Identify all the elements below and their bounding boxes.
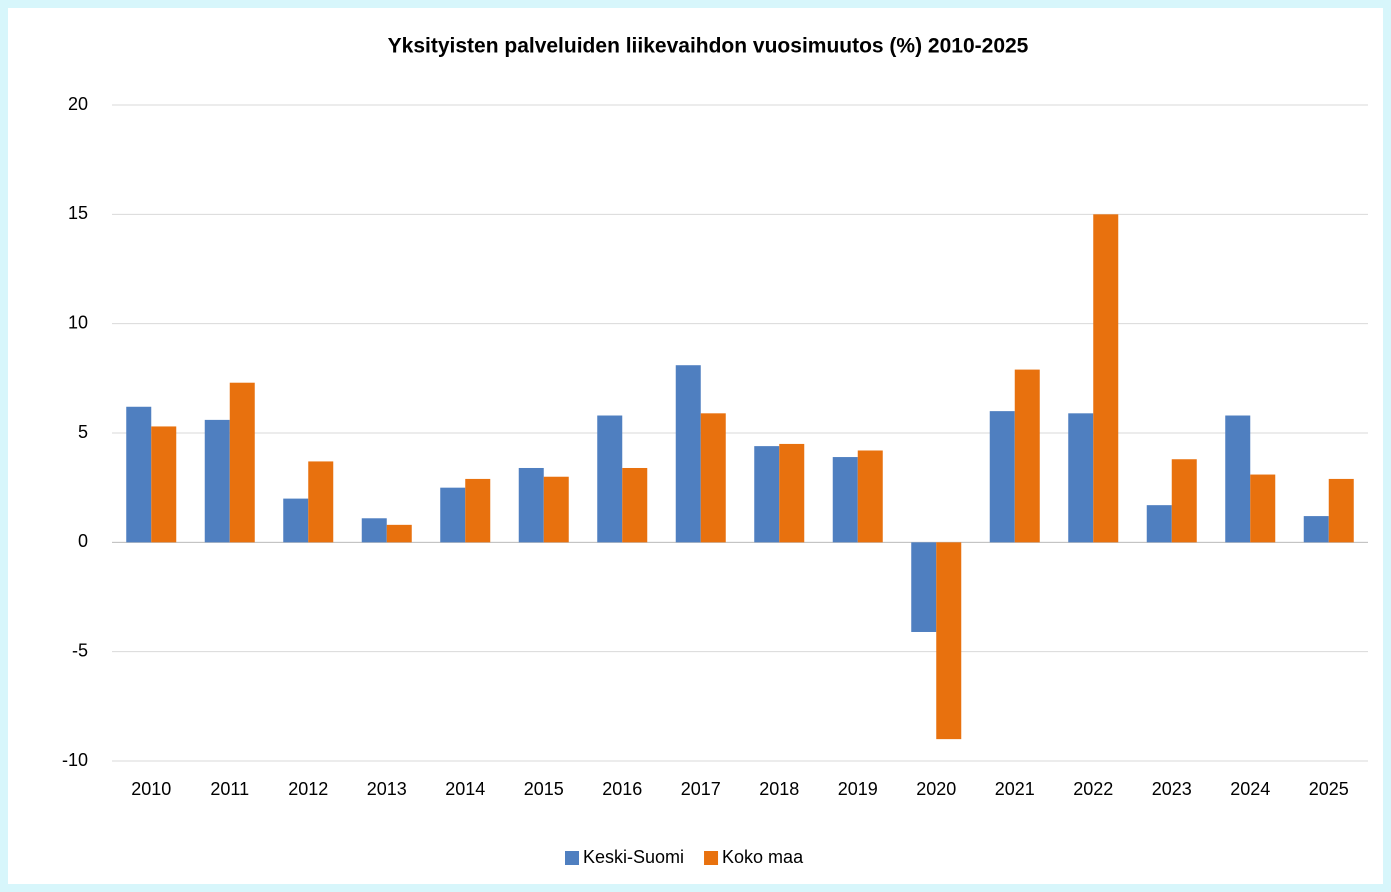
y-tick-label: 5 [78, 422, 88, 442]
bar [543, 476, 569, 543]
bar [1068, 413, 1094, 543]
bar [1250, 474, 1276, 543]
x-tick-label: 2019 [838, 779, 878, 799]
bar [1225, 415, 1251, 543]
x-tick-label: 2016 [602, 779, 642, 799]
x-tick-label: 2020 [916, 779, 956, 799]
x-tick-label: 2025 [1309, 779, 1349, 799]
x-tick-label: 2022 [1073, 779, 1113, 799]
chart-frame: Yksityisten palveluiden liikevaihdon vuo… [8, 8, 1383, 884]
bar [1146, 505, 1172, 543]
bar [832, 457, 858, 543]
bar [308, 461, 334, 543]
x-tick-label: 2024 [1230, 779, 1270, 799]
legend-swatch [704, 851, 719, 865]
y-tick-label: 15 [68, 203, 88, 223]
bar [440, 487, 466, 543]
y-tick-label: 10 [68, 312, 88, 332]
bar [1328, 478, 1354, 543]
bar [229, 382, 255, 543]
x-tick-label: 2014 [445, 779, 485, 799]
bar [283, 498, 309, 543]
bar [622, 467, 648, 543]
bar [911, 542, 937, 632]
bar [700, 413, 726, 543]
x-tick-label: 2010 [131, 779, 171, 799]
bar [361, 518, 387, 543]
legend-swatch [565, 851, 579, 865]
bar [518, 467, 544, 543]
bar [936, 542, 962, 740]
legend-label: Keski-Suomi [583, 847, 684, 867]
bar [597, 415, 623, 543]
bar [675, 365, 701, 543]
bar [465, 478, 491, 543]
x-tick-label: 2018 [759, 779, 799, 799]
bar [204, 419, 230, 543]
bar [1014, 369, 1040, 543]
y-tick-label: 20 [68, 94, 88, 114]
bar [1093, 214, 1119, 543]
chart: Yksityisten palveluiden liikevaihdon vuo… [62, 35, 1368, 867]
bar [1303, 516, 1329, 543]
x-tick-label: 2023 [1152, 779, 1192, 799]
y-tick-label: 0 [78, 531, 88, 551]
bar [754, 446, 780, 543]
x-tick-label: 2015 [524, 779, 564, 799]
legend-label: Koko maa [722, 847, 804, 867]
bar [779, 443, 805, 543]
y-tick-label: -5 [72, 640, 88, 660]
bar [989, 411, 1015, 543]
chart-title: Yksityisten palveluiden liikevaihdon vuo… [388, 35, 1029, 58]
y-tick-label: -10 [62, 750, 88, 770]
x-tick-label: 2012 [288, 779, 328, 799]
x-tick-label: 2013 [367, 779, 407, 799]
x-tick-label: 2011 [210, 779, 249, 799]
bar [126, 406, 152, 543]
bar [151, 426, 177, 543]
x-tick-label: 2017 [681, 779, 721, 799]
bar [1171, 459, 1197, 543]
bar [857, 450, 883, 543]
bar [386, 524, 412, 543]
x-tick-label: 2021 [995, 779, 1035, 799]
